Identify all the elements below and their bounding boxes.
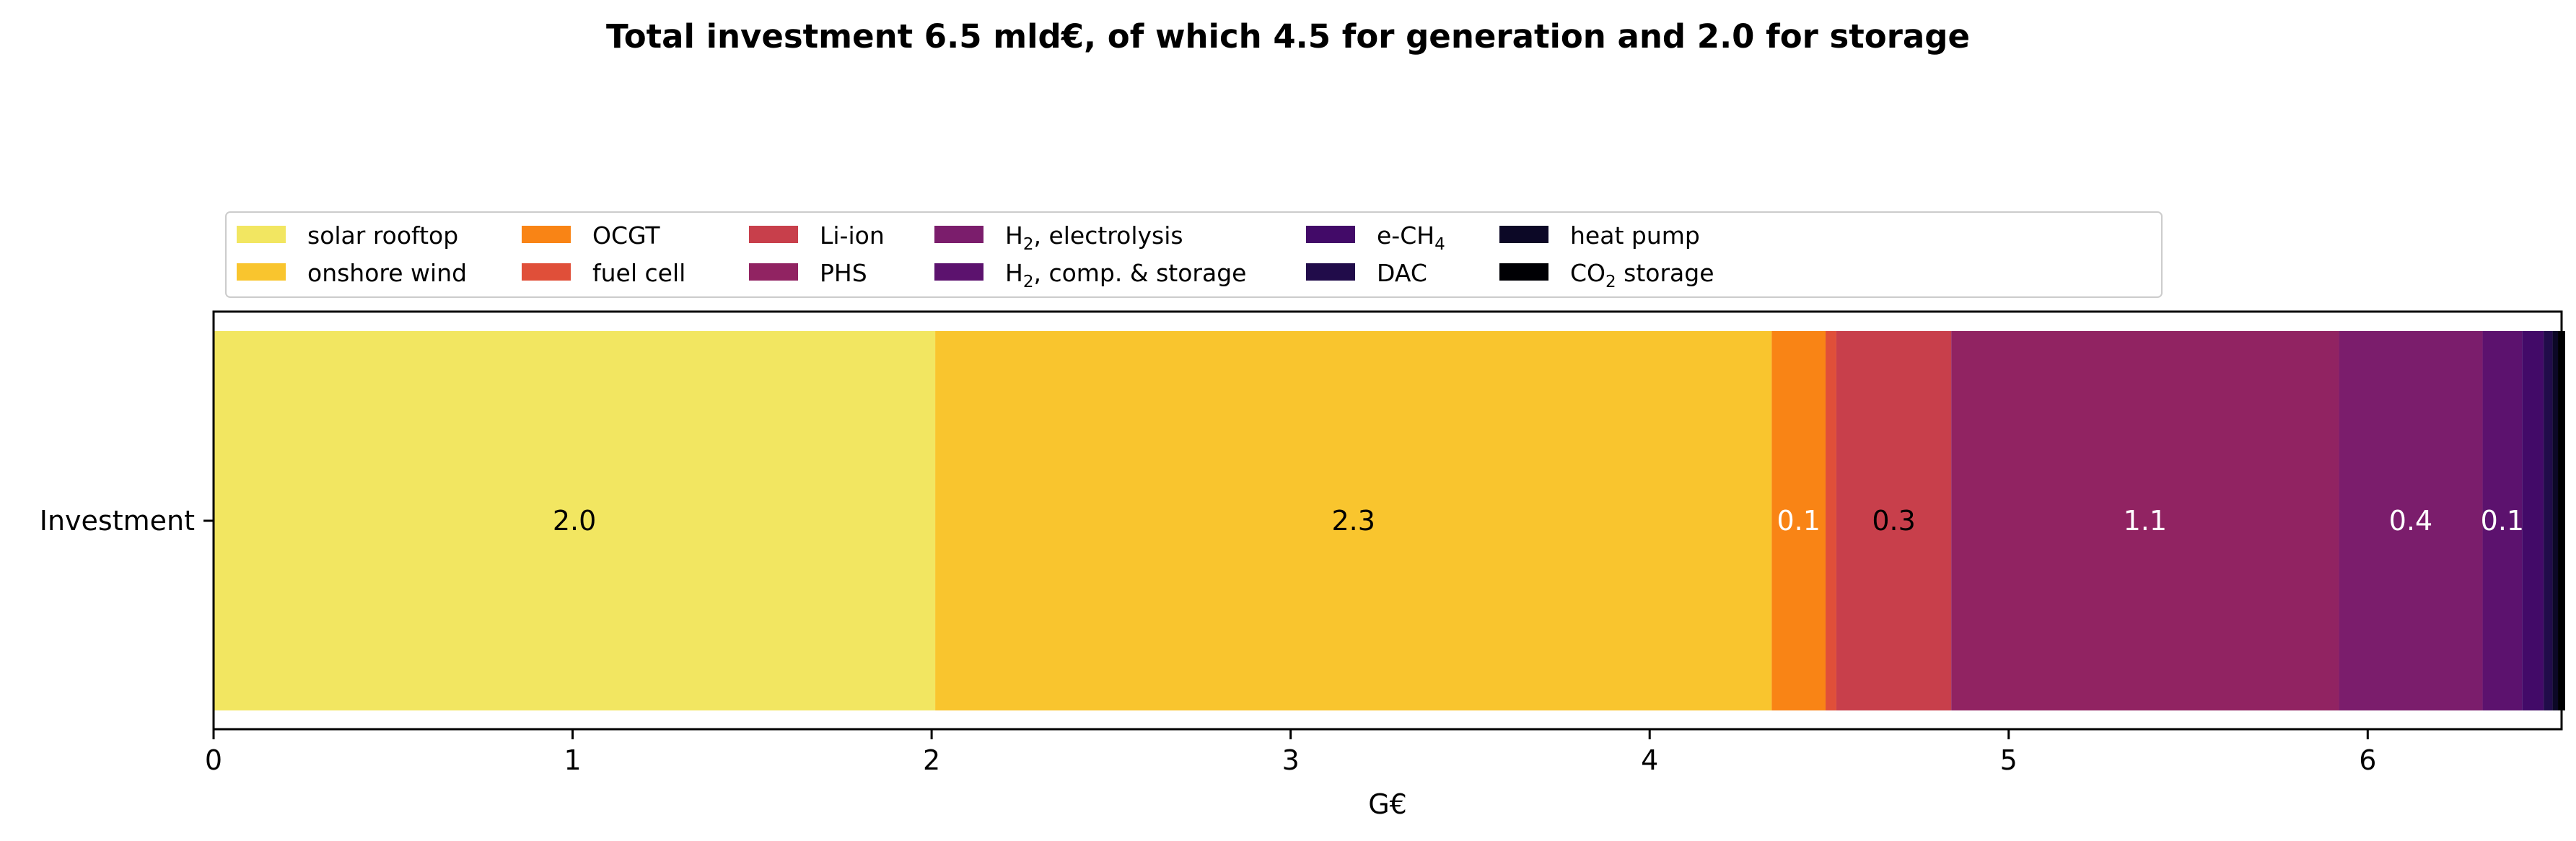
legend-label-li-ion: Li-ion [820, 221, 885, 250]
bar-segment-dac [2544, 331, 2553, 710]
legend-label-e-ch: e-CH4 [1377, 221, 1445, 254]
legend-label-solar-rooftop: solar rooftop [307, 221, 458, 250]
legend-label-fuel-cell: fuel cell [592, 259, 685, 287]
data-label-h-comp-storage: 0.1 [2481, 505, 2524, 537]
legend-swatch-onshore-wind [237, 263, 286, 281]
legend-swatch-ocgt [522, 226, 571, 243]
bar-segment-onshore-wind [935, 331, 1772, 710]
legend-swatch-solar-rooftop [237, 226, 286, 243]
legend-swatch-e-ch [1306, 226, 1355, 243]
legend-swatch-phs [749, 263, 798, 281]
data-label-phs: 1.1 [2124, 505, 2167, 537]
bar-segment-solar-rooftop [214, 331, 936, 710]
legend-label-h-electrolysis: H2, electrolysis [1005, 221, 1183, 254]
bar-segment-ocgt [1771, 331, 1826, 710]
bar-segments [214, 331, 2565, 710]
legend-label-dac: DAC [1377, 259, 1427, 287]
bar-segment-fuel-cell [1826, 331, 1836, 710]
x-tick-label: 2 [923, 744, 940, 776]
legend-frame [225, 211, 2163, 298]
bar-segment-h-comp-storage [2482, 331, 2523, 710]
x-tick-label: 4 [1641, 744, 1658, 776]
legend-label-co-storage: CO2 storage [1570, 259, 1714, 291]
segment-labels: 2.0 2.3 0.1 0.3 1.1 0.4 0.1 [553, 505, 2524, 537]
data-label-onshore-wind: 2.3 [1332, 505, 1375, 537]
legend-swatch-h-comp-storage [934, 263, 983, 281]
legend-label-phs: PHS [820, 259, 867, 287]
x-tick-label: 0 [205, 744, 222, 776]
y-axis: Investment [40, 505, 214, 537]
legend-label-ocgt: OCGT [592, 221, 660, 250]
data-label-ocgt: 0.1 [1777, 505, 1820, 537]
x-axis: 0 1 2 3 4 5 6 [205, 729, 2376, 776]
legend-label-h-comp-storage: H2, comp. & storage [1005, 259, 1246, 291]
bar-segment-heat-pump [2552, 331, 2559, 710]
legend-label-onshore-wind: onshore wind [307, 259, 467, 287]
bar-segment-h-electrolysis [2339, 331, 2483, 710]
legend-swatch-heat-pump [1499, 226, 1548, 243]
legend: solar rooftop onshore wind OCGT fuel cell Li… [225, 211, 2163, 298]
legend-swatch-li-ion [749, 226, 798, 243]
data-label-h-electrolysis: 0.4 [2389, 505, 2432, 537]
bar-segment-phs [1951, 331, 2339, 710]
legend-swatch-h-electrolysis [934, 226, 983, 243]
x-tick-label: 6 [2359, 744, 2376, 776]
bar-segment-e-ch [2522, 331, 2544, 710]
data-label-li-ion: 0.3 [1872, 505, 1915, 537]
legend-swatch-dac [1306, 263, 1355, 281]
y-tick-label: Investment [40, 505, 195, 537]
legend-swatch-fuel-cell [522, 263, 571, 281]
x-tick-label: 5 [2000, 744, 2018, 776]
legend-label-heat-pump: heat pump [1570, 221, 1700, 250]
data-label-solar-rooftop: 2.0 [553, 505, 596, 537]
legend-swatch-co-storage [1499, 263, 1548, 281]
x-axis-label: G€ [1368, 788, 1407, 820]
x-tick-label: 1 [564, 744, 581, 776]
chart-title: Total investment 6.5 mld€, of which 4.5 … [606, 17, 1970, 56]
x-tick-label: 3 [1282, 744, 1300, 776]
bar-segment-li-ion [1836, 331, 1952, 710]
